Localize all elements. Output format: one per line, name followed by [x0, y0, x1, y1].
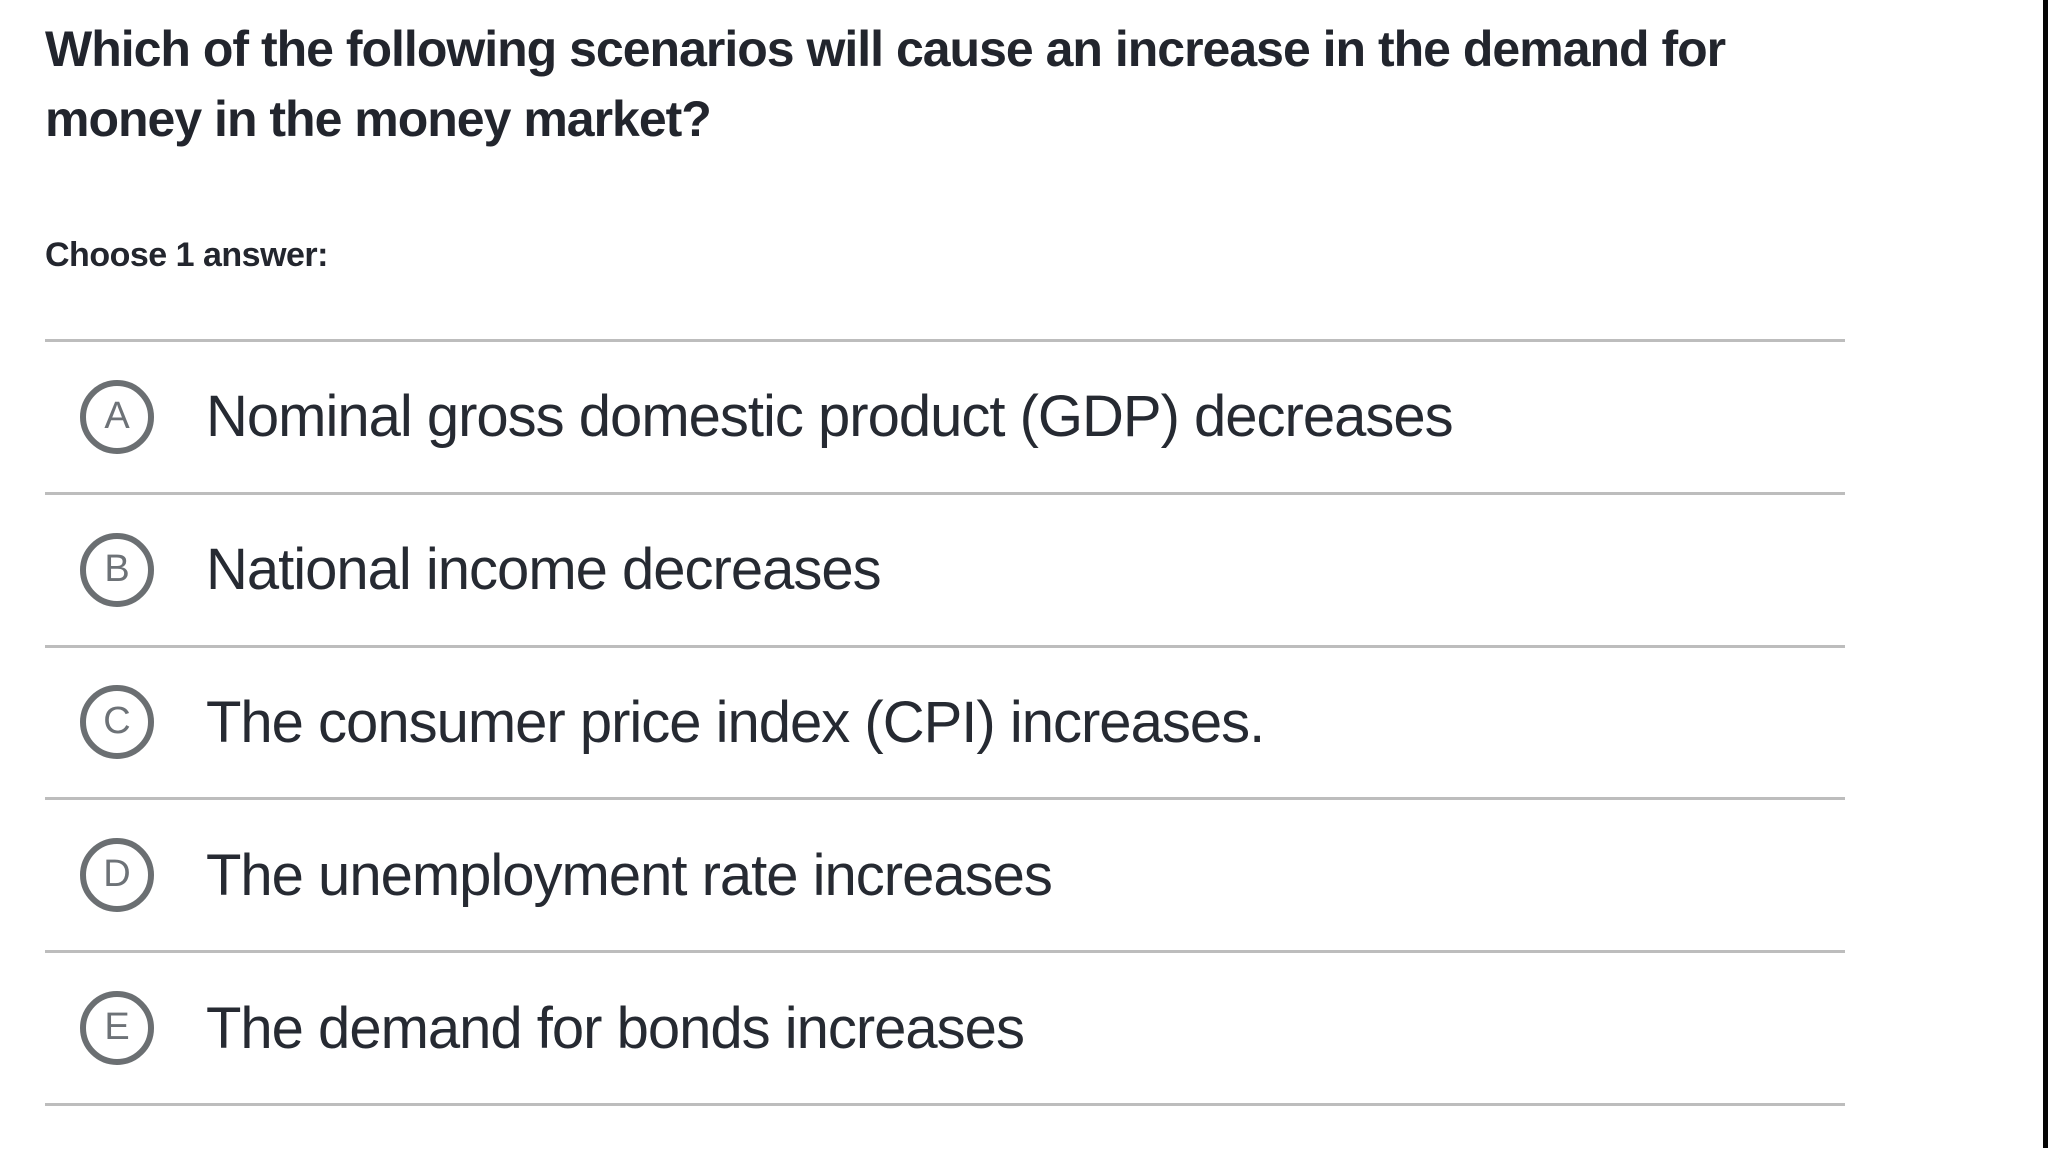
- answer-option-a[interactable]: A Nominal gross domestic product (GDP) d…: [45, 339, 1845, 492]
- answer-option-c[interactable]: C The consumer price index (CPI) increas…: [45, 644, 1845, 798]
- option-text-a: Nominal gross domestic product (GDP) dec…: [206, 384, 1454, 450]
- option-text-e: The demand for bonds increases: [206, 995, 1025, 1061]
- radio-button-b[interactable]: B: [80, 532, 154, 607]
- answer-option-d[interactable]: D The unemployment rate increases: [45, 797, 1845, 951]
- option-letter-a: A: [104, 394, 130, 437]
- option-letter-c: C: [103, 700, 131, 743]
- answer-option-b[interactable]: B National income decreases: [45, 491, 1845, 645]
- option-letter-b: B: [104, 547, 130, 590]
- radio-button-a[interactable]: A: [80, 379, 154, 454]
- answer-options-list: A Nominal gross domestic product (GDP) d…: [45, 339, 1845, 1106]
- question-title-line-1: Which of the following scenarios will ca…: [45, 21, 1726, 77]
- option-text-c: The consumer price index (CPI) increases…: [206, 689, 1265, 755]
- radio-button-d[interactable]: D: [80, 838, 154, 913]
- option-text-b: National income decreases: [206, 537, 882, 603]
- question-title-line-2: money in the money market?: [45, 91, 712, 147]
- option-letter-e: E: [104, 1006, 130, 1049]
- option-text-d: The unemployment rate increases: [206, 842, 1053, 908]
- window-right-edge-line: [2043, 0, 2048, 1148]
- radio-button-e[interactable]: E: [80, 991, 154, 1066]
- question-title: Which of the following scenarios will ca…: [45, 14, 1945, 154]
- radio-button-c[interactable]: C: [80, 685, 154, 760]
- answer-option-e[interactable]: E The demand for bonds increases: [45, 950, 1845, 1103]
- option-letter-d: D: [103, 853, 131, 896]
- choose-answer-prompt: Choose 1 answer:: [45, 236, 328, 274]
